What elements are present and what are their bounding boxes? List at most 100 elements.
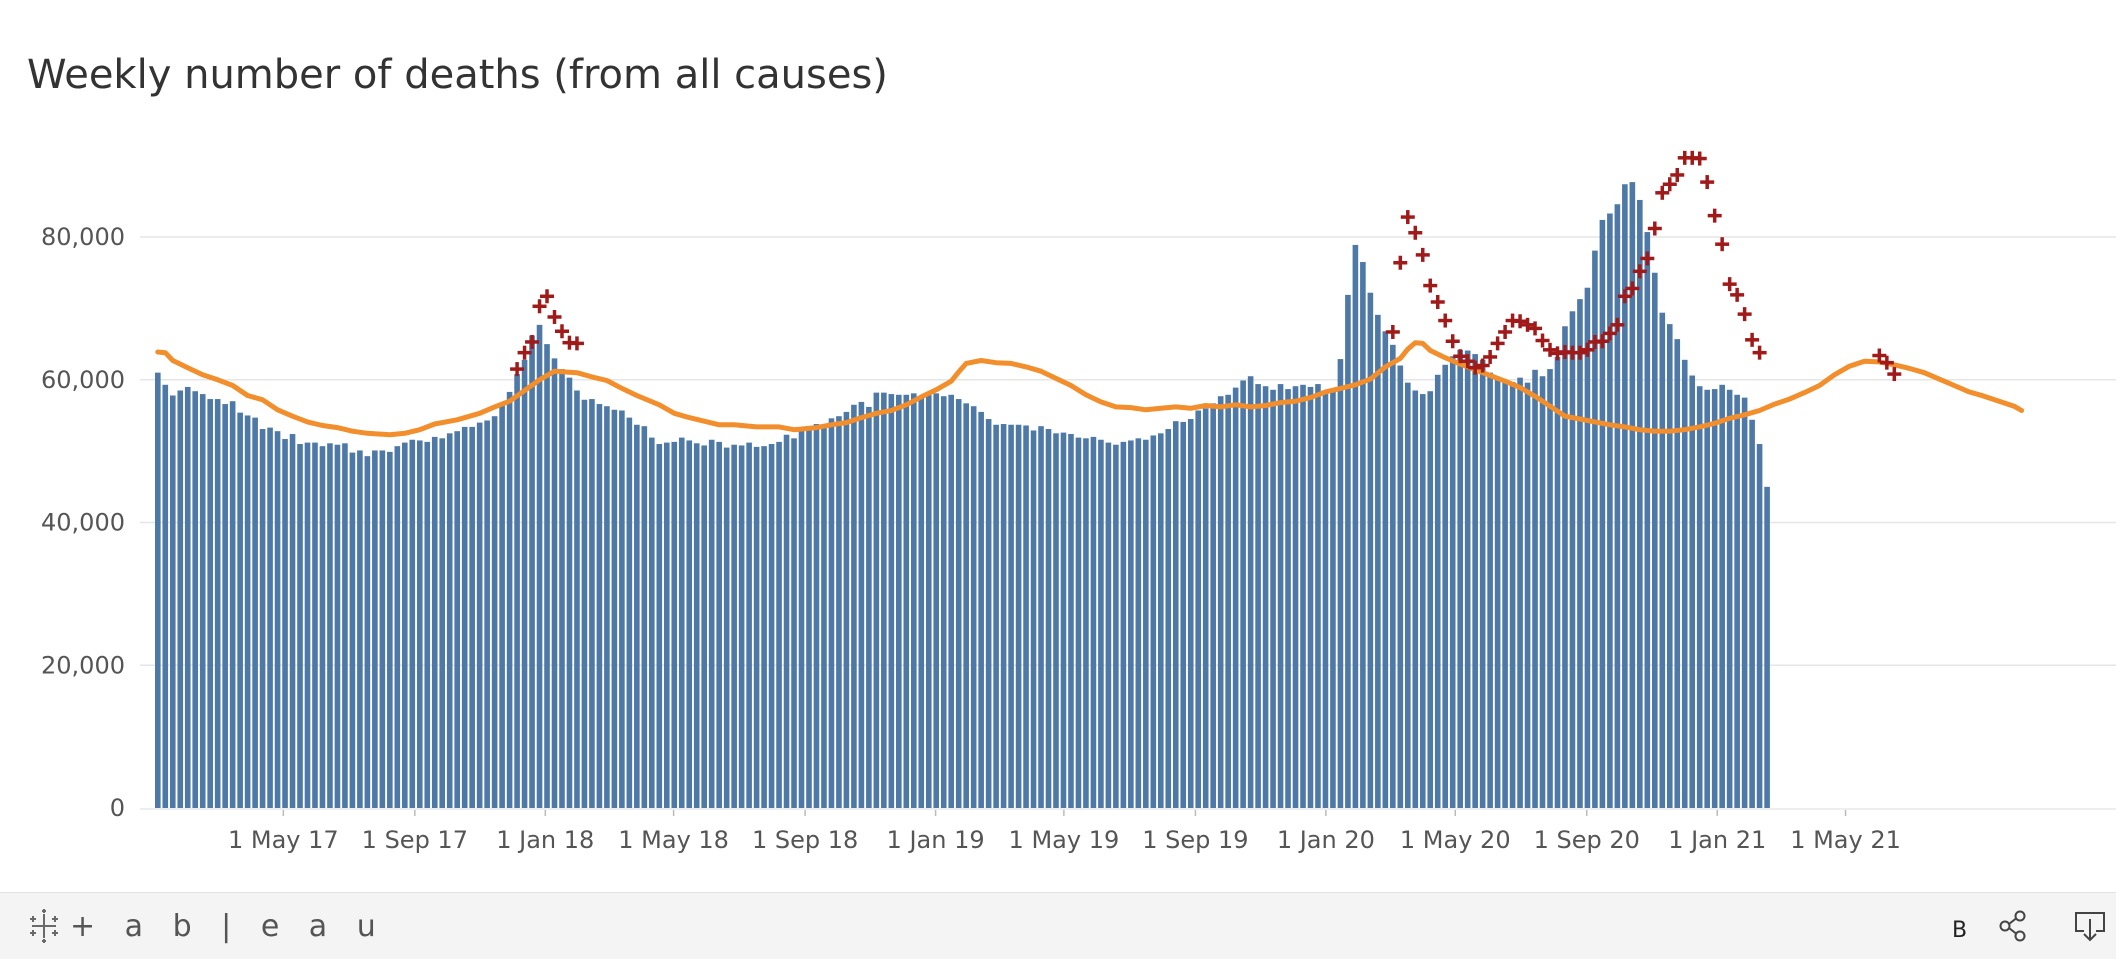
bar[interactable] bbox=[1599, 219, 1606, 809]
bar[interactable] bbox=[199, 394, 206, 808]
excess-marker[interactable] bbox=[1640, 251, 1655, 266]
excess-marker[interactable] bbox=[1498, 324, 1513, 339]
bar[interactable] bbox=[499, 402, 505, 808]
bar[interactable] bbox=[1255, 384, 1261, 808]
bar[interactable] bbox=[1726, 389, 1733, 808]
bar[interactable] bbox=[1008, 424, 1014, 808]
excess-marker[interactable] bbox=[1520, 317, 1535, 332]
bar[interactable] bbox=[604, 406, 610, 808]
bar[interactable] bbox=[1592, 250, 1598, 809]
excess-marker[interactable] bbox=[1393, 255, 1408, 270]
bar[interactable] bbox=[783, 434, 790, 808]
bar[interactable] bbox=[761, 446, 767, 808]
bar[interactable] bbox=[768, 444, 775, 808]
bar[interactable] bbox=[416, 440, 423, 808]
excess-marker[interactable] bbox=[1572, 345, 1587, 360]
bar[interactable] bbox=[559, 369, 565, 808]
bar[interactable] bbox=[1113, 444, 1119, 808]
bar[interactable] bbox=[267, 427, 273, 808]
bar[interactable] bbox=[888, 394, 895, 808]
excess-marker[interactable] bbox=[1400, 210, 1415, 225]
excess-marker[interactable] bbox=[1715, 237, 1730, 252]
bar[interactable] bbox=[866, 406, 872, 808]
bar[interactable] bbox=[192, 391, 199, 808]
excess-marker[interactable] bbox=[1625, 281, 1640, 296]
bar[interactable] bbox=[596, 404, 603, 808]
bar[interactable] bbox=[634, 424, 640, 808]
bar[interactable] bbox=[589, 399, 595, 808]
excess-marker[interactable] bbox=[1730, 287, 1745, 302]
excess-marker[interactable] bbox=[1423, 278, 1438, 293]
bar[interactable] bbox=[1412, 390, 1419, 808]
bar[interactable] bbox=[1068, 434, 1074, 808]
bar[interactable] bbox=[1562, 326, 1568, 808]
bar[interactable] bbox=[896, 394, 902, 808]
bar[interactable] bbox=[1277, 384, 1284, 808]
bar[interactable] bbox=[910, 393, 917, 808]
bar[interactable] bbox=[259, 429, 266, 808]
excess-marker[interactable] bbox=[1662, 177, 1677, 192]
bar[interactable] bbox=[1345, 294, 1351, 808]
bar[interactable] bbox=[1382, 331, 1389, 808]
bar[interactable] bbox=[1128, 440, 1134, 808]
bar[interactable] bbox=[963, 403, 969, 808]
excess-marker[interactable] bbox=[1872, 348, 1887, 363]
bar[interactable] bbox=[162, 384, 169, 808]
excess-marker[interactable] bbox=[1745, 332, 1760, 347]
bar[interactable] bbox=[349, 452, 356, 808]
bar[interactable] bbox=[1098, 439, 1104, 808]
bar[interactable] bbox=[446, 433, 453, 808]
bar[interactable] bbox=[858, 401, 865, 808]
bar[interactable] bbox=[1202, 408, 1209, 808]
bar[interactable] bbox=[611, 409, 618, 808]
bar[interactable] bbox=[851, 404, 857, 808]
bar[interactable] bbox=[1000, 424, 1007, 808]
bar[interactable] bbox=[791, 438, 797, 808]
bar[interactable] bbox=[184, 386, 191, 808]
bar[interactable] bbox=[813, 424, 820, 808]
bar[interactable] bbox=[1360, 262, 1366, 808]
bar[interactable] bbox=[1472, 354, 1478, 808]
bar[interactable] bbox=[1390, 344, 1396, 808]
bar[interactable] bbox=[1637, 199, 1643, 808]
bar[interactable] bbox=[993, 424, 999, 808]
bar[interactable] bbox=[222, 404, 228, 808]
bar[interactable] bbox=[843, 411, 850, 808]
excess-marker[interactable] bbox=[517, 345, 532, 360]
bar[interactable] bbox=[1689, 375, 1696, 808]
bar[interactable] bbox=[484, 420, 490, 808]
bar[interactable] bbox=[873, 392, 880, 808]
bar[interactable] bbox=[169, 395, 176, 808]
excess-marker[interactable] bbox=[1707, 208, 1722, 223]
bar[interactable] bbox=[1764, 486, 1770, 808]
bar[interactable] bbox=[439, 438, 446, 808]
bar[interactable] bbox=[1045, 429, 1052, 808]
excess-marker[interactable] bbox=[1543, 342, 1558, 357]
excess-marker[interactable] bbox=[1632, 264, 1647, 279]
excess-marker[interactable] bbox=[1490, 336, 1505, 351]
excess-marker[interactable] bbox=[1430, 294, 1445, 309]
bar[interactable] bbox=[678, 437, 685, 808]
bar[interactable] bbox=[491, 416, 498, 808]
bar[interactable] bbox=[1157, 433, 1164, 808]
bar[interactable] bbox=[1734, 394, 1740, 808]
bar[interactable] bbox=[708, 439, 715, 808]
excess-marker[interactable] bbox=[1692, 151, 1707, 166]
bar[interactable] bbox=[955, 399, 962, 808]
tableau-logo[interactable]: + a b | e a u bbox=[26, 909, 386, 944]
bar[interactable] bbox=[1030, 430, 1037, 808]
excess-marker[interactable] bbox=[1879, 355, 1894, 370]
bar[interactable] bbox=[1449, 356, 1456, 808]
bar[interactable] bbox=[1210, 403, 1216, 808]
bar[interactable] bbox=[1622, 184, 1628, 809]
excess-marker[interactable] bbox=[1722, 277, 1737, 292]
bar[interactable] bbox=[1322, 391, 1329, 808]
bar[interactable] bbox=[566, 377, 573, 808]
bar[interactable] bbox=[514, 374, 520, 808]
bar[interactable] bbox=[1165, 429, 1172, 808]
bar[interactable] bbox=[1397, 365, 1404, 808]
bar[interactable] bbox=[753, 446, 760, 808]
bar[interactable] bbox=[1666, 324, 1673, 808]
bar[interactable] bbox=[1629, 182, 1636, 809]
bar[interactable] bbox=[312, 442, 318, 808]
